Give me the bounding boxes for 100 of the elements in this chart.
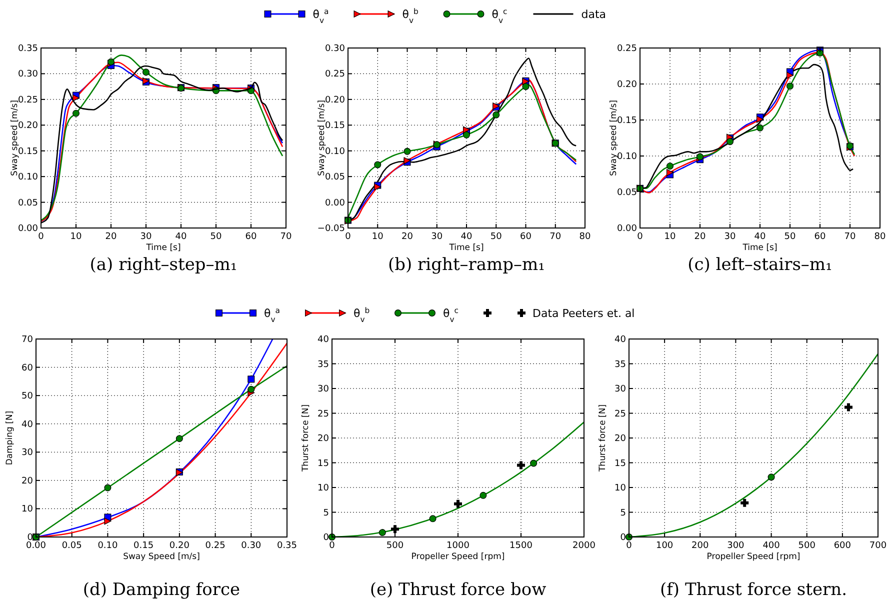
x-tick-label: 50 bbox=[490, 232, 502, 242]
y-tick-label: 0.00 bbox=[616, 224, 638, 234]
legend-label: Data Peeters et. al bbox=[532, 307, 635, 320]
x-axis-title: Time [s] bbox=[742, 243, 778, 253]
text: (a) right–step–m₁ bbox=[90, 255, 238, 275]
y-tick-label: 50 bbox=[22, 392, 34, 402]
x-tick-label: 200 bbox=[692, 541, 709, 551]
x-tick-label: 10 bbox=[372, 232, 384, 242]
y-tick-label: 15 bbox=[318, 458, 329, 469]
x-tick-label: 30 bbox=[140, 232, 152, 242]
x-tick-label: 50 bbox=[784, 232, 796, 242]
x-tick-label: 40 bbox=[754, 232, 766, 242]
y-tick-label: 0.30 bbox=[18, 70, 38, 80]
y-tick-label: 0.15 bbox=[324, 121, 345, 132]
y-tick-label: 0.10 bbox=[18, 172, 38, 183]
y-tick-label: 0.05 bbox=[616, 188, 637, 198]
x-tick-label: 1000 bbox=[446, 541, 470, 551]
y-tick-label: 0.15 bbox=[18, 146, 38, 157]
y-tick-label: 0.00 bbox=[324, 198, 346, 208]
x-tick-label: 1500 bbox=[510, 541, 533, 551]
x-tick-label: 0.05 bbox=[62, 541, 82, 551]
y-tick-label: 20 bbox=[318, 434, 330, 444]
y-tick-label: 5 bbox=[620, 508, 626, 518]
x-axis-title: Time [s] bbox=[448, 243, 484, 253]
x-tick-label: 600 bbox=[834, 541, 852, 551]
x-tick-label: 0.35 bbox=[276, 541, 298, 551]
x-tick-label: 500 bbox=[798, 541, 816, 551]
text: (d) Damping force bbox=[82, 580, 240, 600]
x-tick-label: 0.25 bbox=[205, 541, 226, 551]
y-tick-label: 25 bbox=[614, 409, 626, 420]
x-tick-label: 20 bbox=[105, 232, 117, 242]
y-tick-label: 60 bbox=[22, 363, 34, 374]
y-tick-label: 0 bbox=[323, 533, 330, 543]
x-tick-label: 0.10 bbox=[98, 541, 118, 551]
x-tick-label: 70 bbox=[280, 232, 292, 242]
x-tick-label: 20 bbox=[402, 232, 414, 242]
x-tick-label: 0.20 bbox=[169, 541, 190, 551]
x-tick-label: 0.30 bbox=[241, 541, 262, 551]
y-tick-label: 0.25 bbox=[324, 70, 345, 80]
x-tick-label: 30 bbox=[724, 232, 736, 242]
text: (f) Thrust force stern. bbox=[660, 580, 848, 600]
x-tick-label: 0.15 bbox=[134, 541, 154, 551]
y-axis-title: Damping [N] bbox=[5, 410, 15, 466]
x-tick-label: 80 bbox=[579, 232, 591, 242]
y-tick-label: 0.20 bbox=[18, 121, 38, 132]
y-tick-label: 0.20 bbox=[616, 80, 638, 90]
x-tick-label: 10 bbox=[70, 232, 82, 242]
y-tick-label: 35 bbox=[318, 360, 329, 370]
y-tick-label: 10 bbox=[318, 484, 330, 494]
x-tick-label: 10 bbox=[664, 232, 676, 242]
y-tick-label: 0.35 bbox=[18, 44, 38, 54]
text: (b) right–ramp–m₁ bbox=[388, 255, 545, 275]
y-tick-label: 20 bbox=[614, 434, 626, 444]
y-tick-label: 30 bbox=[318, 384, 330, 394]
y-tick-label: 10 bbox=[22, 504, 34, 515]
y-axis-title: Thurst force [N] bbox=[301, 404, 311, 473]
text: (e) Thrust force bow bbox=[370, 580, 547, 600]
y-tick-label: 0.25 bbox=[616, 44, 637, 54]
x-tick-label: 700 bbox=[869, 541, 887, 551]
x-axis-title: Time [s] bbox=[145, 243, 181, 253]
y-tick-label: 0.05 bbox=[18, 198, 38, 208]
y-tick-label: 0 bbox=[27, 533, 34, 543]
x-axis-title: Propeller Speed [rpm] bbox=[706, 552, 800, 562]
x-tick-label: 80 bbox=[874, 232, 886, 242]
x-tick-label: 70 bbox=[844, 232, 856, 242]
x-axis-title: Propeller Speed [rpm] bbox=[411, 552, 505, 562]
y-tick-label: 10 bbox=[614, 484, 626, 494]
y-tick-label: 5 bbox=[323, 508, 329, 518]
x-tick-label: 60 bbox=[245, 232, 257, 242]
y-axis-title: Sway speed [m/s] bbox=[609, 100, 619, 176]
y-tick-label: 30 bbox=[22, 448, 34, 458]
x-tick-label: 500 bbox=[386, 541, 404, 551]
x-tick-label: 60 bbox=[520, 232, 532, 242]
y-tick-label: 35 bbox=[614, 360, 626, 370]
x-tick-label: 50 bbox=[210, 232, 222, 242]
y-axis-title: Sway speed [m/s] bbox=[317, 100, 327, 176]
y-tick-label: 0.20 bbox=[324, 95, 346, 106]
y-tick-label: 25 bbox=[318, 409, 329, 420]
y-tick-label: −0.05 bbox=[317, 224, 345, 234]
y-tick-label: 70 bbox=[22, 335, 34, 345]
y-tick-label: 15 bbox=[614, 458, 626, 469]
y-axis-title: Thurst force [N] bbox=[598, 404, 608, 473]
x-axis-title: Sway Speed [m/s] bbox=[123, 552, 200, 562]
y-axis-title: Sway speed [m/s] bbox=[10, 100, 20, 176]
x-tick-label: 20 bbox=[694, 232, 706, 242]
y-tick-label: 40 bbox=[318, 335, 330, 345]
x-tick-label: 30 bbox=[431, 232, 443, 242]
y-tick-label: 0.00 bbox=[18, 224, 38, 234]
y-tick-label: 40 bbox=[22, 420, 34, 430]
x-tick-label: 40 bbox=[175, 232, 187, 242]
x-tick-label: 100 bbox=[656, 541, 674, 551]
y-tick-label: 0.05 bbox=[324, 172, 345, 183]
y-tick-label: 0.15 bbox=[616, 116, 637, 126]
y-tick-label: 0.25 bbox=[18, 95, 38, 106]
y-tick-label: 0 bbox=[620, 533, 626, 543]
y-tick-label: 30 bbox=[614, 384, 626, 394]
y-tick-label: 40 bbox=[614, 335, 626, 345]
text: (c) left–stairs–m₁ bbox=[688, 255, 832, 275]
y-tick-label: 0.10 bbox=[324, 146, 346, 157]
x-tick-label: 40 bbox=[460, 232, 472, 242]
